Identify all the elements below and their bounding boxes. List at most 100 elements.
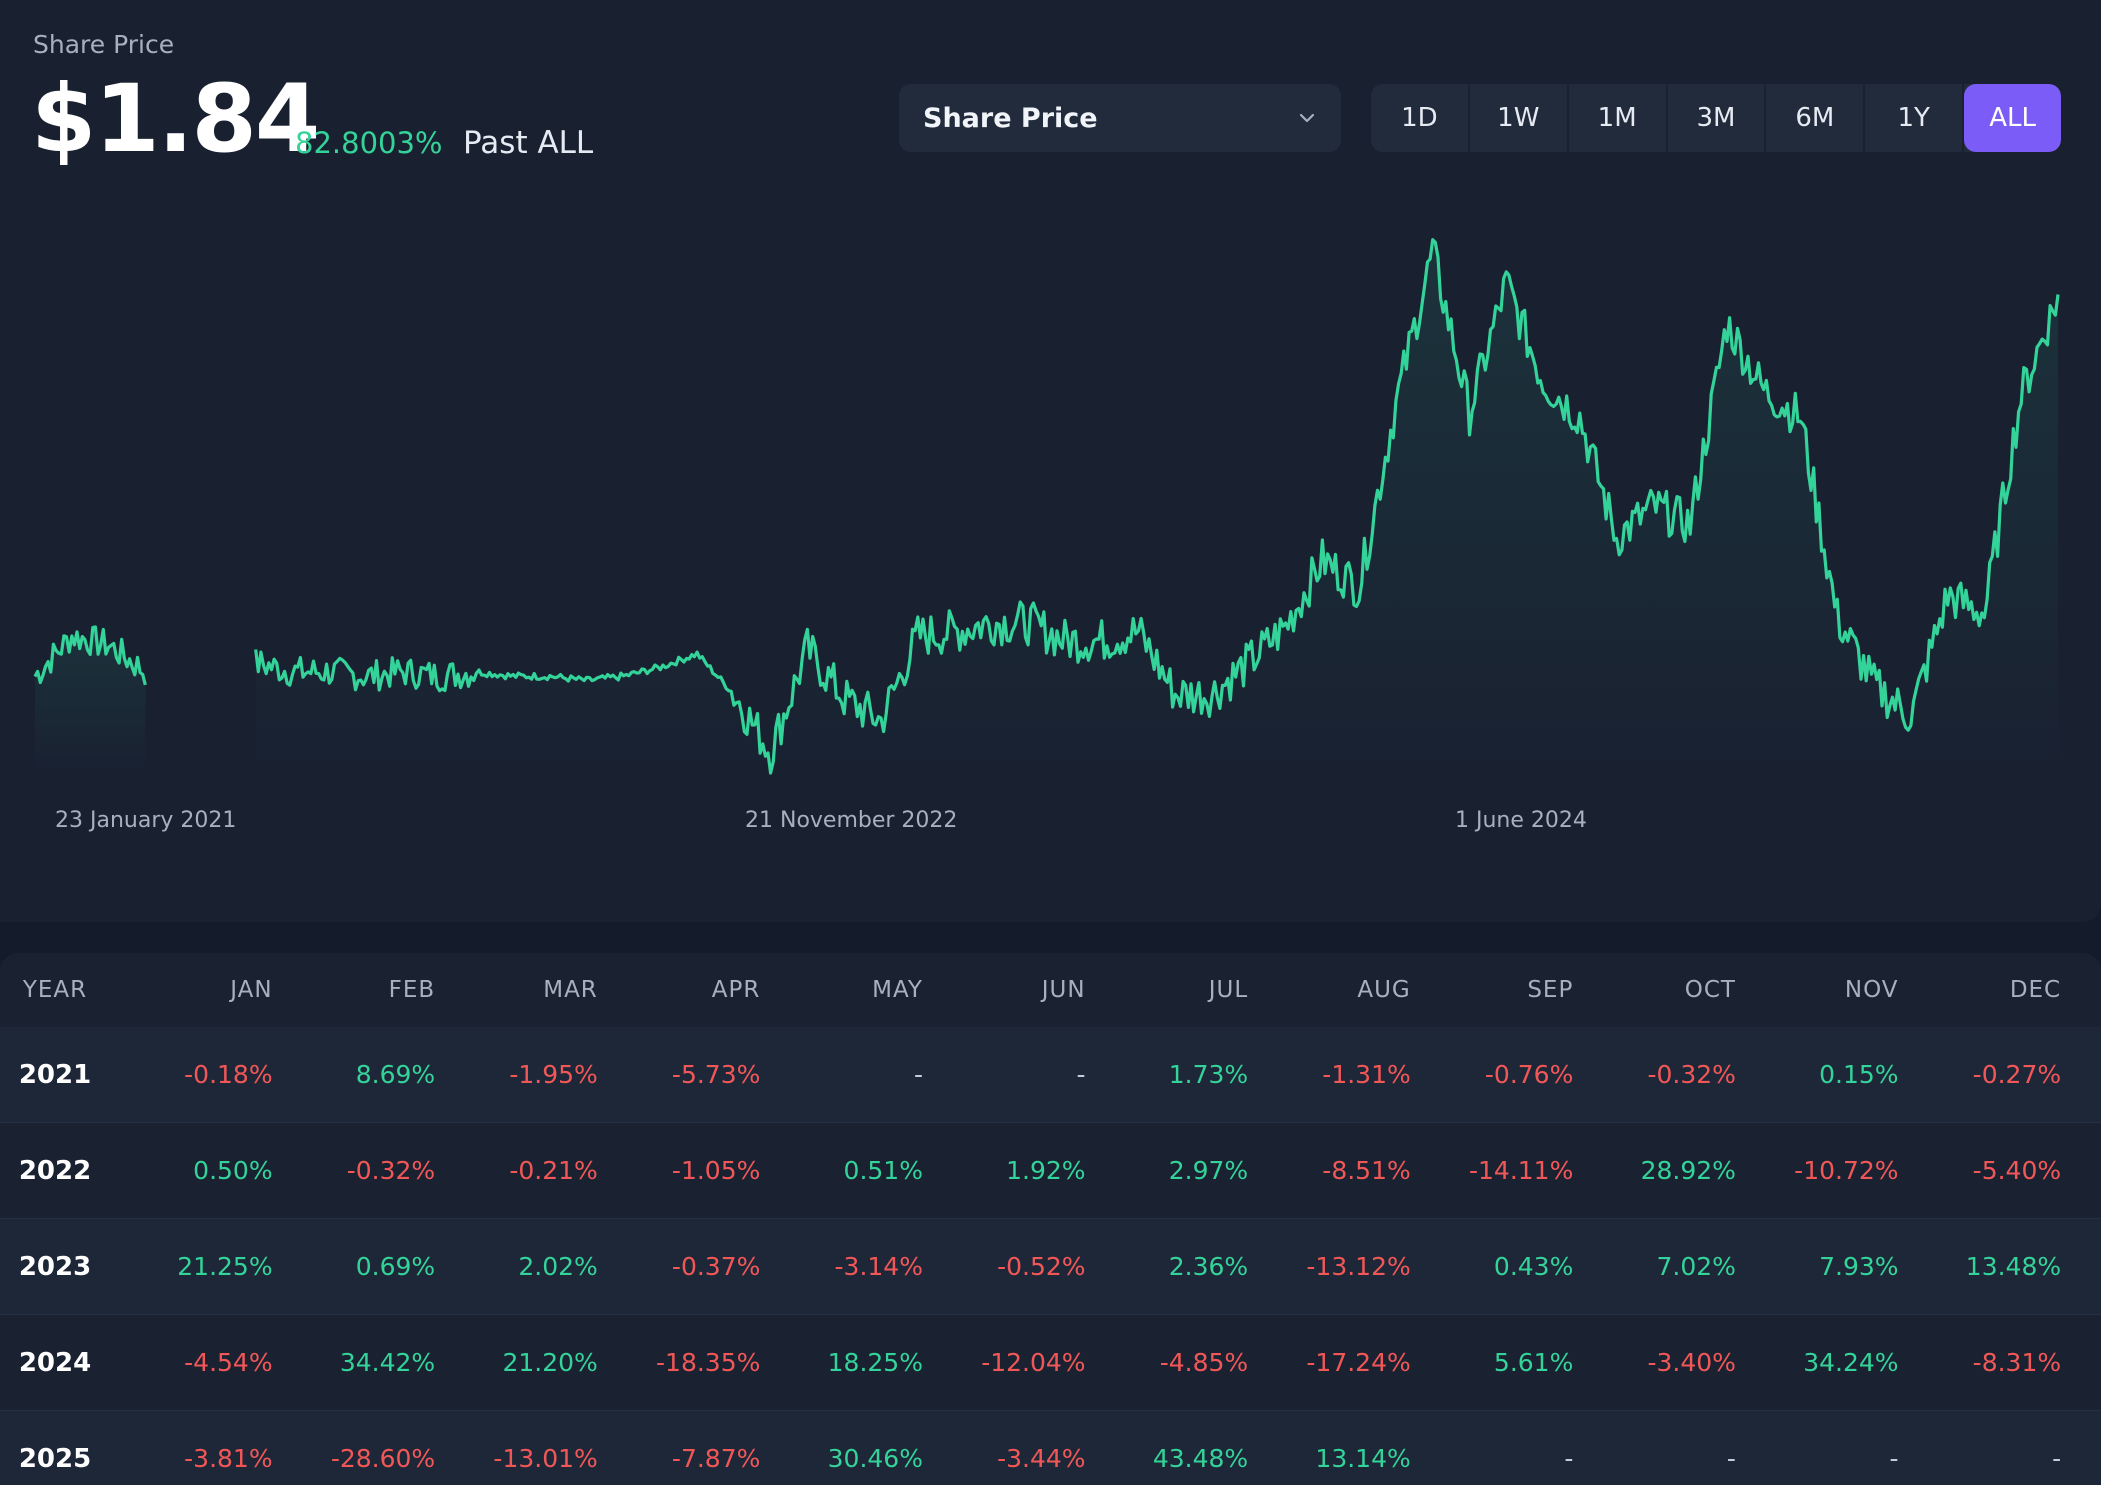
- share-price-panel: Share Price $1.84 82.8003% Past ALL Shar…: [0, 30, 2101, 833]
- return-cell: -8.51%: [1322, 1156, 1411, 1185]
- return-cell: -0.18%: [184, 1060, 273, 1089]
- table-row: 2024 -4.54% 34.42% 21.20% -18.35% 18.25% -12.0…: [0, 1314, 2101, 1410]
- price-area-fill: [35, 239, 2059, 773]
- range-button-1d[interactable]: 1D: [1371, 84, 1470, 152]
- return-cell: 2.02%: [518, 1252, 598, 1281]
- price-series-line: [33, 238, 2060, 775]
- monthly-returns-table: YEAR JAN FEB MAR APR MAY JUN JUL AUG SEP…: [0, 953, 2101, 1485]
- return-cell: -3.44%: [997, 1444, 1086, 1473]
- return-cell: -: [1726, 1444, 1736, 1473]
- year-cell: 2022: [18, 1155, 92, 1186]
- return-cell: 0.50%: [193, 1156, 273, 1185]
- column-header: SEP: [1527, 977, 1574, 1003]
- range-button-1m[interactable]: 1M: [1569, 84, 1668, 152]
- return-cell: -1.95%: [509, 1060, 598, 1089]
- year-cell: 2023: [18, 1251, 92, 1282]
- return-cell: -0.37%: [671, 1252, 761, 1281]
- return-cell: 1.92%: [1006, 1156, 1086, 1185]
- column-header-year: YEAR: [22, 977, 88, 1003]
- return-cell: 7.93%: [1819, 1252, 1899, 1281]
- return-cell: -4.85%: [1159, 1348, 1249, 1377]
- table-row: 2023 21.25% 0.69% 2.02% -0.37% -3.14% -0.52% 2.…: [0, 1218, 2101, 1314]
- current-price: $1.84: [31, 65, 320, 174]
- return-cell: 28.92%: [1640, 1156, 1736, 1185]
- return-cell: -5.73%: [671, 1060, 761, 1089]
- price-line-segment: [33, 625, 147, 686]
- return-cell: -: [913, 1060, 923, 1089]
- return-cell: -14.11%: [1468, 1156, 1574, 1185]
- x-tick-label: 1 June 2024: [1455, 808, 1587, 833]
- return-cell: -8.31%: [1972, 1348, 2062, 1377]
- share-price-chart[interactable]: [0, 200, 2101, 780]
- year-cell: 2024: [18, 1347, 92, 1378]
- return-cell: 43.48%: [1152, 1444, 1249, 1473]
- return-cell: 7.02%: [1656, 1252, 1736, 1281]
- table-body: 2021 -0.18% 8.69% -1.95% -5.73% - - 1.73% -1.31%…: [0, 1027, 2101, 1485]
- return-cell: 0.15%: [1819, 1060, 1899, 1089]
- return-cell: 2.36%: [1168, 1252, 1249, 1281]
- column-header: JAN: [230, 977, 273, 1003]
- column-header: FEB: [388, 977, 436, 1003]
- period-label: Past ALL: [463, 125, 594, 161]
- return-cell: -3.40%: [1647, 1348, 1736, 1377]
- range-button-1w[interactable]: 1W: [1470, 84, 1569, 152]
- year-cell: 2021: [18, 1059, 92, 1090]
- table-row: 2022 0.50% -0.32% -0.21% -1.05% 0.51% 1.92% 2.9…: [0, 1122, 2101, 1218]
- return-cell: -10.72%: [1794, 1156, 1899, 1185]
- return-cell: 13.14%: [1315, 1444, 1411, 1473]
- column-header: NOV: [1844, 977, 1899, 1003]
- chevron-down-icon: [1299, 113, 1315, 123]
- return-cell: -28.60%: [330, 1444, 436, 1473]
- return-cell: 18.25%: [827, 1348, 923, 1377]
- return-cell: 34.24%: [1803, 1348, 1899, 1377]
- return-cell: -0.76%: [1484, 1060, 1574, 1089]
- return-cell: -: [1564, 1444, 1574, 1473]
- range-button-6m[interactable]: 6M: [1766, 84, 1866, 152]
- return-cell: 0.51%: [843, 1156, 923, 1185]
- return-cell: -17.24%: [1306, 1348, 1411, 1377]
- return-cell: -0.52%: [997, 1252, 1086, 1281]
- metric-select-value: Share Price: [923, 102, 1098, 134]
- year-cell: 2025: [18, 1443, 92, 1474]
- table-row: 2025 -3.81% -28.60% -13.01% -7.87% 30.46% -3.4…: [0, 1410, 2101, 1485]
- return-cell: 30.46%: [827, 1444, 923, 1473]
- return-cell: -1.05%: [671, 1156, 761, 1185]
- return-cell: 21.20%: [502, 1348, 598, 1377]
- table-header-row: YEAR JAN FEB MAR APR MAY JUN JUL AUG SEP…: [0, 953, 2101, 1027]
- return-cell: -0.32%: [1647, 1060, 1736, 1089]
- return-cell: 34.42%: [339, 1348, 436, 1377]
- return-cell: 0.69%: [355, 1252, 436, 1281]
- return-cell: -13.12%: [1306, 1252, 1411, 1281]
- return-cell: 8.69%: [355, 1060, 436, 1089]
- x-tick-label: 21 November 2022: [745, 808, 958, 833]
- column-header: JUL: [1208, 977, 1249, 1003]
- return-cell: -12.04%: [981, 1348, 1086, 1377]
- return-cell: -1.31%: [1322, 1060, 1411, 1089]
- range-button-3m[interactable]: 3M: [1668, 84, 1767, 152]
- range-button-1y[interactable]: 1Y: [1865, 84, 1965, 152]
- price-area-segment: [255, 239, 2059, 773]
- return-cell: -3.81%: [184, 1444, 273, 1473]
- time-range-selector: 1D 1W 1M 3M 6M 1Y ALL: [1371, 84, 2061, 152]
- return-cell: -: [2052, 1444, 2062, 1473]
- column-header: JUN: [1041, 977, 1086, 1003]
- table-row: 2021 -0.18% 8.69% -1.95% -5.73% - - 1.73% -1.31%…: [0, 1027, 2101, 1122]
- column-header: MAR: [543, 977, 598, 1003]
- metric-select[interactable]: Share Price: [899, 84, 1341, 152]
- return-cell: -: [1889, 1444, 1899, 1473]
- return-cell: -18.35%: [656, 1348, 761, 1377]
- metric-label: Share Price: [33, 30, 175, 59]
- column-header: APR: [711, 977, 761, 1003]
- return-cell: 21.25%: [177, 1252, 273, 1281]
- column-header: MAY: [872, 977, 923, 1003]
- range-button-all[interactable]: ALL: [1964, 84, 2061, 152]
- column-header: AUG: [1357, 977, 1411, 1003]
- return-cell: -5.40%: [1972, 1156, 2062, 1185]
- column-header: DEC: [2009, 977, 2062, 1003]
- return-cell: -0.27%: [1972, 1060, 2062, 1089]
- return-cell: -7.87%: [671, 1444, 761, 1473]
- column-header: OCT: [1684, 977, 1736, 1003]
- return-cell: 2.97%: [1168, 1156, 1249, 1185]
- return-cell: -0.32%: [346, 1156, 436, 1185]
- return-cell: 5.61%: [1493, 1348, 1574, 1377]
